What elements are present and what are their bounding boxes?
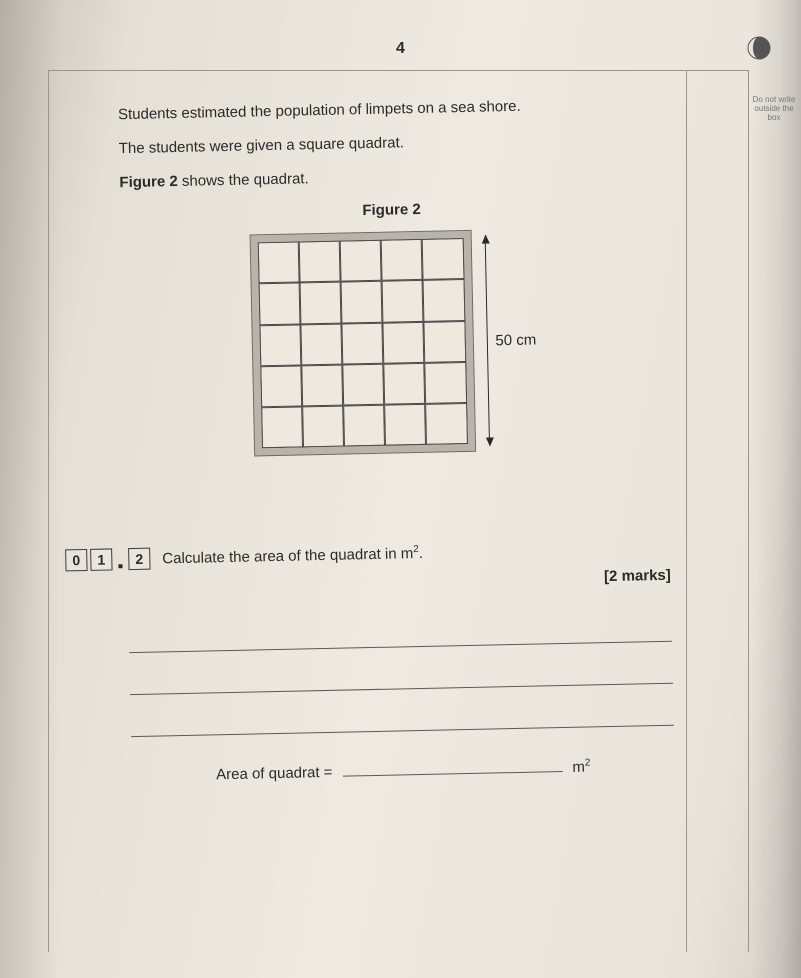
quadrat-cell	[425, 403, 467, 445]
quadrat-cell	[260, 365, 302, 407]
figure-label: Figure 2	[120, 196, 663, 224]
quadrat-cell	[383, 363, 425, 405]
publisher-logo	[747, 36, 771, 60]
dimension-arrow	[484, 236, 489, 446]
quadrat-cell	[340, 240, 382, 282]
quadrat-cell	[422, 238, 464, 280]
question-number-boxes: 012	[65, 548, 150, 572]
quadrat-grid	[250, 231, 475, 456]
quadrat-cell	[425, 362, 467, 404]
working-line[interactable]	[130, 690, 674, 737]
answer-row: Area of quadrat = m2	[132, 752, 675, 785]
question-number-digit: 2	[128, 548, 150, 570]
dimension-label: 50 cm	[495, 331, 536, 349]
quadrat-cell	[382, 280, 424, 322]
question-number-digit: 1	[90, 549, 112, 571]
quadrat-cell	[302, 406, 344, 448]
quadrat-cell	[341, 322, 383, 364]
intro-line-3-bold: Figure 2	[119, 172, 178, 190]
question-number-digit: 0	[65, 549, 87, 571]
quadrat-cell	[257, 242, 299, 284]
working-line[interactable]	[129, 606, 673, 653]
quadrat-cell	[384, 404, 426, 446]
intro-line-3-rest: shows the quadrat.	[178, 170, 309, 190]
question-number-dot	[115, 548, 125, 570]
quadrat-cell	[300, 323, 342, 365]
quadrat-cell	[341, 281, 383, 323]
working-line[interactable]	[129, 648, 673, 695]
question-text-tail: .	[419, 545, 424, 562]
marks-label: [2 marks]	[128, 567, 671, 595]
quadrat-cell	[423, 279, 465, 321]
dimension-annotation: 50 cm	[484, 235, 538, 446]
answer-label: Area of quadrat =	[216, 764, 333, 783]
intro-line-1: Students estimated the population of lim…	[118, 93, 661, 126]
quadrat-cell	[383, 321, 425, 363]
content-area: Students estimated the population of lim…	[47, 64, 702, 958]
quadrat-cell	[381, 239, 423, 281]
question-row: 012 Calculate the area of the quadrat in…	[65, 537, 670, 572]
intro-line-2: The students were given a square quadrat…	[119, 127, 662, 160]
page-curl-shadow	[751, 0, 801, 978]
quadrat-cell	[342, 364, 384, 406]
working-lines	[129, 606, 674, 737]
quadrat-cell	[343, 405, 385, 447]
intro-line-3: Figure 2 shows the quadrat.	[119, 160, 662, 193]
quadrat-cell	[299, 282, 341, 324]
figure-2: 50 cm	[121, 227, 668, 458]
quadrat-cell	[259, 324, 301, 366]
margin-note: Do not write outside the box	[749, 96, 799, 122]
intro-block: Students estimated the population of lim…	[118, 93, 663, 194]
answer-unit-sup: 2	[585, 758, 591, 769]
quadrat-cell	[301, 364, 343, 406]
content-frame: Students estimated the population of lim…	[48, 70, 749, 952]
page-number: 4	[0, 40, 801, 58]
answer-unit: m2	[572, 758, 590, 776]
quadrat-cell	[258, 283, 300, 325]
answer-blank[interactable]	[342, 754, 562, 777]
question-text: Calculate the area of the quadrat in m2.	[162, 537, 670, 568]
quadrat-cell	[261, 406, 303, 448]
question-text-main: Calculate the area of the quadrat in m	[162, 545, 413, 567]
quadrat-cell	[424, 321, 466, 363]
answer-unit-base: m	[572, 759, 585, 776]
quadrat-cell	[298, 241, 340, 283]
